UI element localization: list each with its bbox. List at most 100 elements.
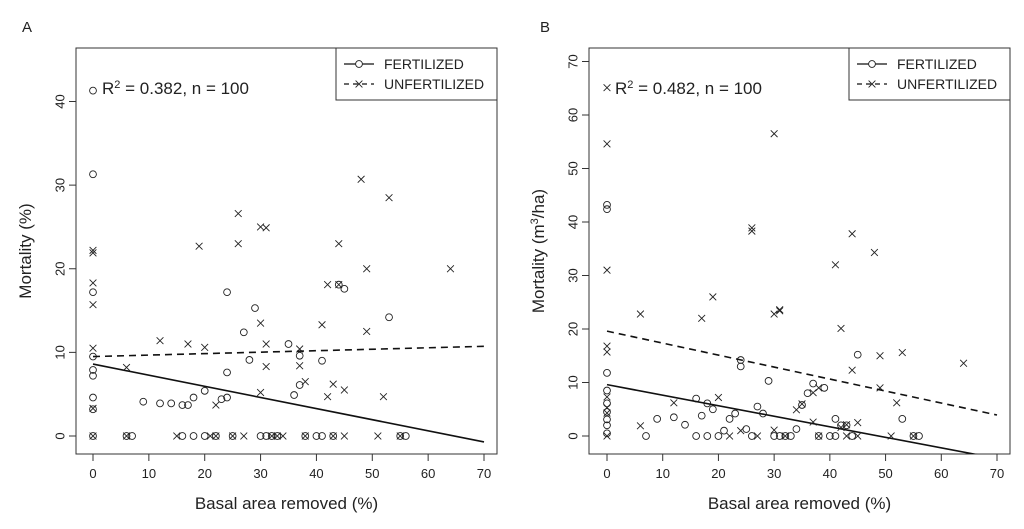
x-tick-label: 70	[990, 466, 1004, 481]
data-point-x	[374, 432, 382, 440]
data-point-circle	[909, 432, 918, 440]
x-tick-label: 50	[878, 466, 892, 481]
data-point-circle	[200, 386, 209, 395]
data-point-circle	[284, 340, 293, 348]
x-tick-label: 10	[142, 466, 156, 481]
data-point-circle	[189, 393, 198, 402]
data-point-circle	[239, 328, 248, 337]
data-point-circle	[697, 411, 706, 420]
legend-label: FERTILIZED	[897, 56, 977, 72]
annotation-r: R	[102, 79, 114, 98]
data-point-circle	[725, 415, 734, 423]
data-point-x	[809, 388, 817, 397]
y-tick-label: 10	[566, 375, 581, 389]
y-tick-label: 70	[566, 54, 581, 68]
data-point-x	[603, 403, 611, 412]
legend-marker-x	[355, 80, 363, 88]
data-point-x	[798, 400, 806, 408]
data-point-x	[340, 432, 349, 440]
data-point-x	[240, 432, 248, 440]
x-axis-label: Basal area removed (%)	[195, 494, 378, 513]
data-point-circle	[742, 425, 751, 433]
x-tick-label: 20	[197, 466, 211, 481]
data-point-circle	[603, 408, 611, 416]
data-point-circle	[89, 170, 97, 179]
data-point-x	[173, 432, 181, 440]
data-point-circle	[89, 86, 97, 95]
data-point-circle	[603, 205, 611, 214]
data-point-circle	[228, 432, 237, 440]
y-axis-label-suffix: /ha)	[529, 189, 548, 218]
data-point-x	[323, 392, 332, 401]
data-point-circle	[603, 369, 611, 377]
legend-label: UNFERTILIZED	[897, 76, 997, 92]
r-squared-annotation: R2 = 0.482, n = 100	[615, 79, 762, 98]
data-point-x	[603, 140, 611, 148]
data-point-x	[781, 432, 790, 440]
data-point-circle	[139, 397, 148, 406]
data-point-x	[603, 348, 611, 356]
data-point-circle	[764, 377, 773, 385]
data-point-x	[446, 265, 455, 273]
data-point-circle	[318, 432, 326, 440]
data-point-x	[725, 432, 734, 440]
fit-line-unfertilized	[606, 330, 998, 416]
data-point-x	[200, 343, 209, 352]
data-point-x	[848, 230, 856, 238]
legend-box	[848, 47, 1011, 101]
data-point-x	[362, 327, 371, 336]
data-point-x	[709, 293, 717, 301]
data-point-x	[362, 265, 371, 273]
data-point-circle	[670, 413, 678, 422]
data-point-x	[89, 249, 97, 257]
data-point-circle	[334, 280, 343, 289]
x-tick-label: 30	[767, 466, 781, 481]
y-tick-label: 20	[566, 322, 581, 336]
x-tick-label: 40	[823, 466, 837, 481]
data-point-circle	[781, 432, 790, 440]
data-point-x	[848, 366, 856, 374]
data-point-x	[792, 406, 801, 414]
data-point-circle	[178, 401, 187, 409]
data-point-x	[122, 432, 131, 440]
data-point-circle	[256, 432, 265, 440]
x-tick-label: 70	[477, 466, 491, 481]
data-point-circle	[831, 432, 840, 440]
data-point-x	[636, 310, 645, 318]
data-point-x	[329, 432, 337, 440]
data-point-x	[876, 352, 884, 360]
data-point-x	[335, 239, 343, 248]
data-point-x	[770, 130, 778, 138]
data-point-circle	[653, 415, 661, 423]
data-point-x	[122, 363, 131, 372]
data-point-x	[853, 418, 862, 427]
data-point-circle	[329, 432, 338, 440]
data-point-circle	[89, 371, 97, 380]
panel-label: A	[22, 19, 32, 36]
data-point-x	[603, 83, 611, 92]
y-tick-label: 0	[566, 432, 581, 439]
legend-marker-circle	[355, 60, 363, 68]
annotation-sup: 2	[114, 79, 120, 91]
data-point-x	[268, 432, 276, 440]
data-point-x	[340, 386, 349, 394]
data-point-x	[670, 399, 678, 407]
data-point-circle	[273, 432, 282, 440]
annotation-sup: 2	[627, 79, 633, 91]
data-point-circle	[798, 401, 806, 409]
data-point-circle	[803, 389, 812, 398]
data-point-x	[89, 300, 97, 309]
data-point-x	[301, 432, 309, 440]
data-point-x	[323, 280, 332, 289]
data-point-x	[775, 306, 784, 314]
y-tick-label: 30	[566, 268, 581, 282]
data-point-x	[636, 422, 645, 430]
x-tick-label: 0	[89, 466, 96, 481]
data-point-x	[603, 432, 611, 440]
fit-line-unfertilized	[92, 345, 485, 358]
data-point-x	[853, 432, 862, 440]
y-axis-label: Mortality (m3/ha)	[529, 189, 548, 313]
data-point-circle	[787, 432, 795, 440]
annotation-rest: = 0.382, n = 100	[120, 79, 249, 98]
legend-marker-circle	[868, 60, 876, 68]
